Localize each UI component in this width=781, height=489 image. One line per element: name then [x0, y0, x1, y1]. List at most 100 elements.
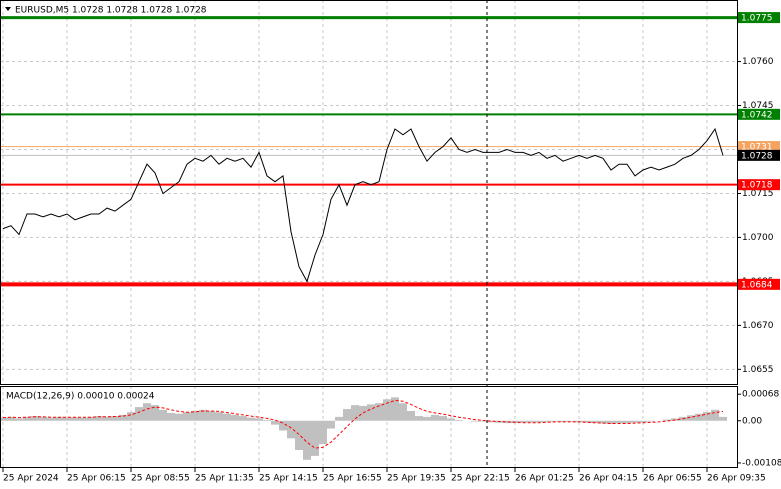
- level-label-bg: [738, 141, 780, 153]
- histogram-bar: [615, 420, 623, 424]
- histogram-bar: [119, 414, 127, 421]
- y-tick-label: -0.00108: [742, 458, 781, 468]
- level-label: 1.0731: [741, 143, 773, 153]
- histogram-bar: [543, 420, 551, 422]
- x-tick-label: 25 Apr 19:35: [387, 474, 446, 484]
- histogram-bar: [535, 420, 543, 423]
- histogram-bar: [551, 420, 559, 422]
- histogram-bar: [207, 410, 215, 421]
- histogram-bar: [687, 415, 695, 421]
- histogram-bar: [439, 416, 447, 421]
- histogram-bar: [631, 420, 639, 423]
- histogram-bar: [711, 409, 719, 421]
- histogram-bar: [7, 416, 15, 421]
- histogram-bar: [111, 416, 119, 421]
- histogram-bar: [407, 410, 415, 421]
- histogram-bar: [607, 420, 615, 424]
- histogram-bar: [599, 420, 607, 424]
- histogram-bar: [359, 405, 367, 421]
- histogram-bar: [47, 417, 55, 421]
- histogram-bar: [527, 420, 535, 423]
- histogram-bar: [39, 416, 47, 421]
- histogram-bar: [519, 420, 527, 423]
- histogram-bar: [327, 420, 335, 429]
- y-tick-label: 1.0745: [742, 101, 774, 111]
- histogram-bar: [559, 420, 567, 422]
- histogram-bar: [183, 412, 191, 421]
- level-label: 1.0775: [741, 14, 773, 24]
- histogram-bar: [287, 420, 295, 439]
- macd-panel-frame: [0, 386, 738, 468]
- histogram-bar: [135, 407, 143, 421]
- histogram-bar: [623, 420, 631, 424]
- level-label-bg: [738, 278, 780, 290]
- histogram-bar: [583, 420, 591, 423]
- histogram-bar: [0, 417, 7, 421]
- x-tick-label: 25 Apr 14:15: [259, 474, 318, 484]
- x-tick-label: 25 Apr 06:15: [67, 474, 126, 484]
- histogram-bar: [15, 418, 23, 421]
- histogram-bar: [479, 420, 487, 422]
- histogram-bar: [87, 416, 95, 421]
- histogram-bar: [143, 403, 151, 421]
- histogram-bar: [23, 416, 31, 421]
- menu-arrow[interactable]: [5, 7, 11, 11]
- x-tick-label: 25 Apr 16:55: [323, 474, 382, 484]
- x-tick-label: 26 Apr 04:15: [579, 474, 638, 484]
- histogram-bar: [295, 420, 303, 451]
- histogram-bar: [663, 419, 671, 421]
- histogram-bar: [447, 418, 455, 421]
- marks-layer: [0, 16, 737, 460]
- histogram-bar: [71, 417, 79, 421]
- histogram-bar: [231, 414, 239, 421]
- x-tick-label: 25 Apr 22:15: [451, 474, 510, 484]
- histogram-bar: [63, 417, 71, 421]
- level-label: 1.0728: [741, 151, 773, 161]
- histogram-bar: [383, 399, 391, 421]
- histogram-bar: [303, 420, 311, 460]
- x-tick-label: 26 Apr 09:35: [707, 474, 766, 484]
- level-label-bg: [738, 149, 780, 161]
- x-tick-label: 25 Apr 11:35: [195, 474, 254, 484]
- histogram-bar: [343, 409, 351, 421]
- histogram-bar: [151, 405, 159, 421]
- histogram-bar: [215, 412, 223, 421]
- histogram-bar: [247, 417, 255, 421]
- x-tick-label: 25 Apr 2024: [3, 474, 59, 484]
- histogram-bar: [335, 416, 343, 421]
- histogram-bar: [127, 412, 135, 421]
- histogram-bar: [415, 416, 423, 421]
- histogram-bar: [423, 416, 431, 421]
- y-tick-label: 1.0760: [742, 57, 774, 67]
- histogram-bar: [31, 416, 39, 421]
- histogram-bar: [55, 416, 63, 421]
- histogram-bar: [399, 403, 407, 421]
- histogram-bar: [167, 412, 175, 421]
- price-panel-frame: [0, 0, 738, 385]
- histogram-bar: [391, 397, 399, 421]
- histogram-bar: [455, 419, 463, 421]
- histogram-bar: [591, 420, 599, 424]
- histogram-bar: [255, 418, 263, 421]
- histogram-bar: [223, 413, 231, 421]
- labels-layer: 25 Apr 2024 25 Apr 06:15 25 Apr 08:55 25 Ap…: [3, 12, 780, 484]
- histogram-bar: [367, 404, 375, 421]
- histogram-bar: [191, 410, 199, 421]
- histogram-bar: [239, 416, 247, 421]
- histogram-bar: [375, 403, 383, 421]
- y-tick-label: 1.0715: [742, 189, 774, 199]
- histogram-bar: [431, 414, 439, 421]
- level-label: 1.0718: [741, 181, 773, 191]
- histogram-bar: [103, 416, 111, 421]
- y-tick-label: 0.00: [742, 416, 762, 426]
- histogram-bar: [351, 405, 359, 421]
- y-tick-label: 1.0670: [742, 321, 774, 331]
- histogram-bar: [199, 409, 207, 421]
- level-label: 1.0742: [741, 110, 773, 120]
- chart-title: EURUSD,M5 1.0728 1.0728 1.0728 1.0728: [15, 6, 207, 16]
- histogram-bar: [719, 416, 727, 421]
- histogram-bar: [79, 417, 87, 421]
- level-label-bg: [738, 179, 780, 191]
- histogram-bar: [279, 420, 287, 431]
